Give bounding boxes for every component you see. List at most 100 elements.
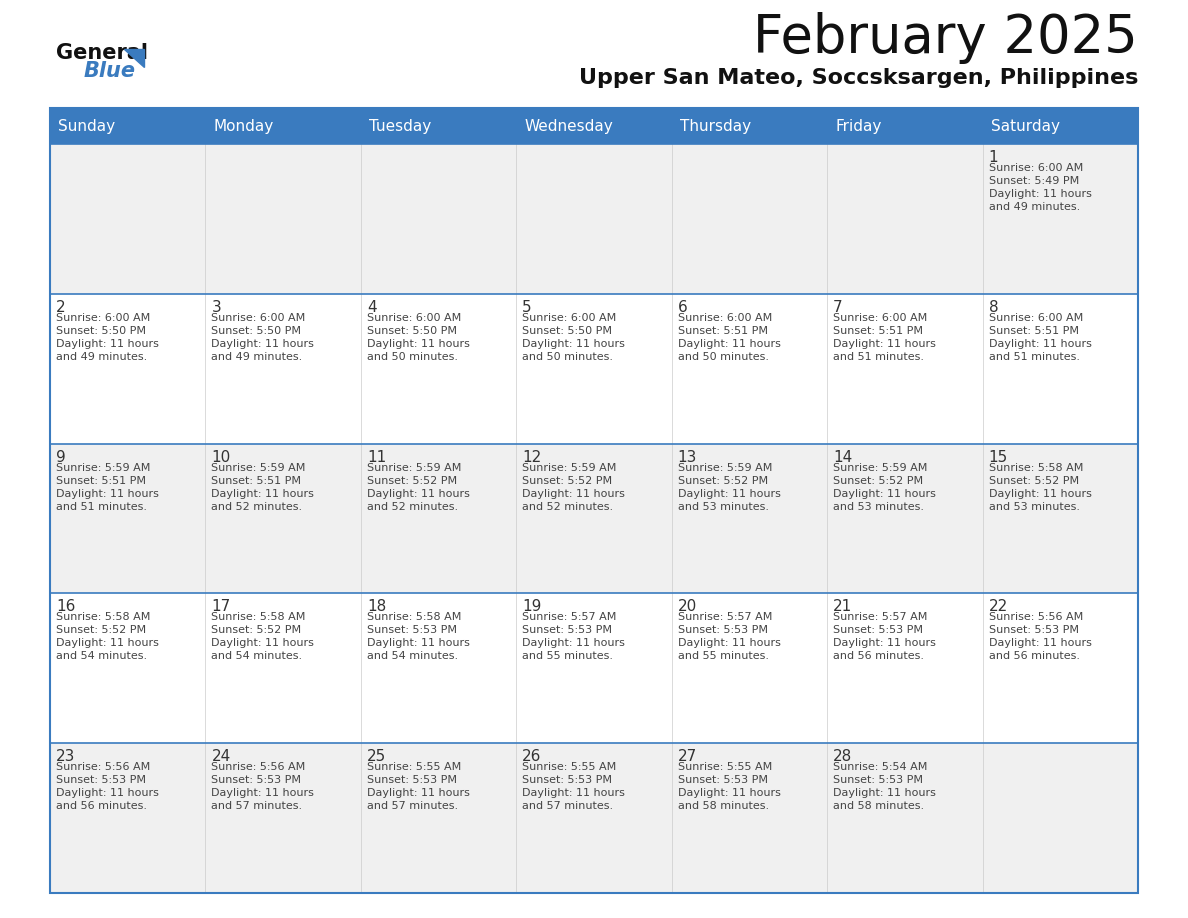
Bar <box>827 294 982 443</box>
Text: Sunset: 5:50 PM: Sunset: 5:50 PM <box>211 326 302 336</box>
Text: and 58 minutes.: and 58 minutes. <box>833 801 924 812</box>
Text: 20: 20 <box>677 599 697 614</box>
Text: and 52 minutes.: and 52 minutes. <box>211 501 303 511</box>
Bar <box>50 744 206 893</box>
Text: Sunrise: 5:59 AM: Sunrise: 5:59 AM <box>523 463 617 473</box>
Text: and 49 minutes.: and 49 minutes. <box>988 202 1080 212</box>
Text: Sunset: 5:53 PM: Sunset: 5:53 PM <box>833 775 923 785</box>
Text: 3: 3 <box>211 300 221 315</box>
Text: Daylight: 11 hours: Daylight: 11 hours <box>677 488 781 498</box>
Bar <box>982 744 1138 893</box>
Bar <box>361 144 517 294</box>
Bar <box>671 593 827 744</box>
Bar <box>361 294 517 443</box>
Text: Sunrise: 5:59 AM: Sunrise: 5:59 AM <box>211 463 305 473</box>
Text: Sunrise: 5:55 AM: Sunrise: 5:55 AM <box>367 762 461 772</box>
Text: Blue: Blue <box>84 61 135 81</box>
Text: Sunset: 5:53 PM: Sunset: 5:53 PM <box>833 625 923 635</box>
Text: Daylight: 11 hours: Daylight: 11 hours <box>833 638 936 648</box>
Bar <box>517 593 671 744</box>
Text: Daylight: 11 hours: Daylight: 11 hours <box>367 789 469 798</box>
Text: Sunset: 5:53 PM: Sunset: 5:53 PM <box>367 625 457 635</box>
Bar <box>206 744 361 893</box>
Text: Sunset: 5:51 PM: Sunset: 5:51 PM <box>988 326 1079 336</box>
Text: and 56 minutes.: and 56 minutes. <box>988 652 1080 661</box>
Text: Sunrise: 5:59 AM: Sunrise: 5:59 AM <box>56 463 151 473</box>
Text: Sunrise: 5:54 AM: Sunrise: 5:54 AM <box>833 762 928 772</box>
Text: 26: 26 <box>523 749 542 764</box>
Bar <box>982 443 1138 593</box>
Text: and 49 minutes.: and 49 minutes. <box>211 352 303 362</box>
Text: 1: 1 <box>988 150 998 165</box>
Text: Friday: Friday <box>835 118 881 133</box>
Text: and 53 minutes.: and 53 minutes. <box>988 501 1080 511</box>
Text: and 57 minutes.: and 57 minutes. <box>523 801 613 812</box>
Text: Sunrise: 6:00 AM: Sunrise: 6:00 AM <box>677 313 772 323</box>
Bar <box>50 593 206 744</box>
Text: Sunday: Sunday <box>58 118 115 133</box>
Text: Sunset: 5:51 PM: Sunset: 5:51 PM <box>56 476 146 486</box>
Text: and 54 minutes.: and 54 minutes. <box>211 652 303 661</box>
Bar <box>827 593 982 744</box>
Text: Sunrise: 5:59 AM: Sunrise: 5:59 AM <box>367 463 461 473</box>
Text: Daylight: 11 hours: Daylight: 11 hours <box>833 789 936 798</box>
Text: Daylight: 11 hours: Daylight: 11 hours <box>523 488 625 498</box>
Text: and 50 minutes.: and 50 minutes. <box>523 352 613 362</box>
Bar <box>671 144 827 294</box>
Text: Daylight: 11 hours: Daylight: 11 hours <box>833 339 936 349</box>
Text: Daylight: 11 hours: Daylight: 11 hours <box>211 638 315 648</box>
Text: Sunrise: 5:56 AM: Sunrise: 5:56 AM <box>211 762 305 772</box>
Text: Sunrise: 6:00 AM: Sunrise: 6:00 AM <box>56 313 150 323</box>
Text: 17: 17 <box>211 599 230 614</box>
Text: and 57 minutes.: and 57 minutes. <box>367 801 459 812</box>
Text: Thursday: Thursday <box>680 118 751 133</box>
Bar <box>50 108 206 144</box>
Text: Daylight: 11 hours: Daylight: 11 hours <box>211 488 315 498</box>
Text: 23: 23 <box>56 749 75 764</box>
Text: Wednesday: Wednesday <box>524 118 613 133</box>
Bar <box>206 443 361 593</box>
Text: Sunset: 5:53 PM: Sunset: 5:53 PM <box>988 625 1079 635</box>
Text: 27: 27 <box>677 749 697 764</box>
Text: 12: 12 <box>523 450 542 465</box>
Text: Sunset: 5:53 PM: Sunset: 5:53 PM <box>523 775 612 785</box>
Text: Sunset: 5:52 PM: Sunset: 5:52 PM <box>211 625 302 635</box>
Text: Daylight: 11 hours: Daylight: 11 hours <box>56 339 159 349</box>
Text: Daylight: 11 hours: Daylight: 11 hours <box>211 789 315 798</box>
Text: 14: 14 <box>833 450 853 465</box>
Bar <box>206 108 361 144</box>
Text: Sunset: 5:52 PM: Sunset: 5:52 PM <box>523 476 612 486</box>
Text: Sunrise: 6:00 AM: Sunrise: 6:00 AM <box>211 313 305 323</box>
Text: Daylight: 11 hours: Daylight: 11 hours <box>677 638 781 648</box>
Text: Sunset: 5:53 PM: Sunset: 5:53 PM <box>56 775 146 785</box>
Text: Sunrise: 5:57 AM: Sunrise: 5:57 AM <box>523 612 617 622</box>
Bar <box>671 443 827 593</box>
Text: Sunrise: 5:58 AM: Sunrise: 5:58 AM <box>56 612 151 622</box>
Bar <box>517 108 671 144</box>
Text: Sunset: 5:50 PM: Sunset: 5:50 PM <box>523 326 612 336</box>
Text: 21: 21 <box>833 599 853 614</box>
Bar <box>982 294 1138 443</box>
Text: and 52 minutes.: and 52 minutes. <box>523 501 613 511</box>
Text: 6: 6 <box>677 300 688 315</box>
Text: 15: 15 <box>988 450 1007 465</box>
Bar <box>206 294 361 443</box>
Text: Sunset: 5:52 PM: Sunset: 5:52 PM <box>56 625 146 635</box>
Text: Daylight: 11 hours: Daylight: 11 hours <box>211 339 315 349</box>
Bar <box>361 744 517 893</box>
Bar <box>206 144 361 294</box>
Text: and 54 minutes.: and 54 minutes. <box>367 652 459 661</box>
Text: and 55 minutes.: and 55 minutes. <box>523 652 613 661</box>
Text: Sunrise: 6:00 AM: Sunrise: 6:00 AM <box>988 163 1082 173</box>
Text: and 55 minutes.: and 55 minutes. <box>677 652 769 661</box>
Text: Sunrise: 5:58 AM: Sunrise: 5:58 AM <box>367 612 461 622</box>
Text: Sunrise: 5:56 AM: Sunrise: 5:56 AM <box>56 762 150 772</box>
Bar <box>982 144 1138 294</box>
Text: Sunset: 5:52 PM: Sunset: 5:52 PM <box>367 476 457 486</box>
Text: and 51 minutes.: and 51 minutes. <box>56 501 147 511</box>
Text: Daylight: 11 hours: Daylight: 11 hours <box>833 488 936 498</box>
Text: Sunset: 5:52 PM: Sunset: 5:52 PM <box>677 476 767 486</box>
Text: Sunset: 5:53 PM: Sunset: 5:53 PM <box>367 775 457 785</box>
Bar <box>517 443 671 593</box>
Text: Sunrise: 5:55 AM: Sunrise: 5:55 AM <box>677 762 772 772</box>
